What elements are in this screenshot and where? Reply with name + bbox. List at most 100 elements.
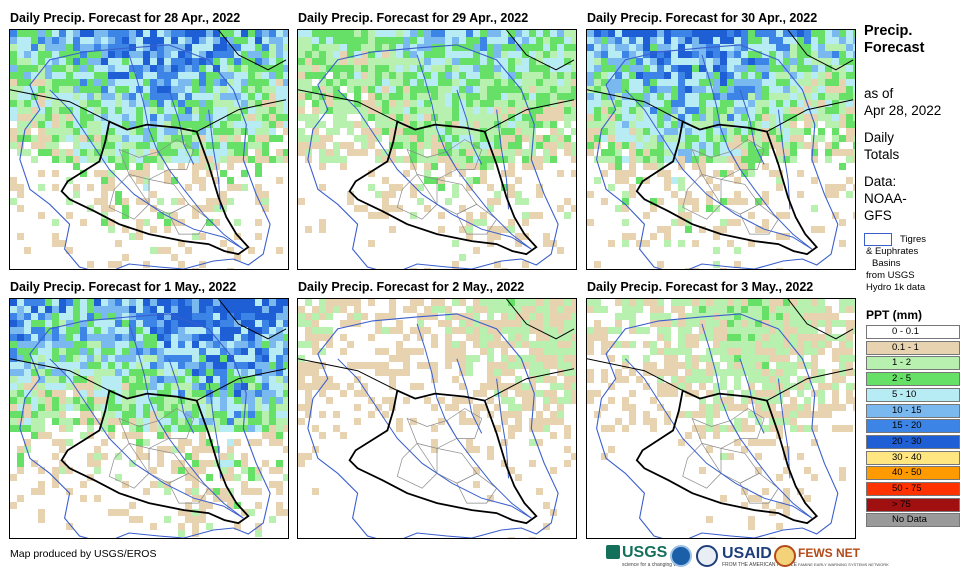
precip-cell [748, 30, 755, 37]
forecast-map-4-svg [10, 299, 288, 538]
precip-cell [326, 306, 333, 313]
precip-cell [515, 86, 522, 93]
precip-cell [671, 93, 678, 100]
precip-cell [720, 51, 727, 58]
precip-cell [501, 355, 508, 362]
precip-cell [87, 261, 94, 268]
precip-cell [389, 30, 396, 37]
precip-cell [234, 219, 241, 226]
precip-cell [185, 100, 192, 107]
precip-cell [347, 191, 354, 198]
precip-cell [734, 163, 741, 170]
precip-cell [10, 114, 17, 121]
precip-cell [417, 149, 424, 156]
precip-cell [171, 411, 178, 418]
precip-cell [522, 261, 529, 268]
precip-cell [629, 44, 636, 51]
precip-cell [213, 156, 220, 163]
precip-cell [375, 100, 382, 107]
precip-cell [550, 390, 557, 397]
precip-cell [87, 44, 94, 51]
precip-cell [255, 439, 262, 446]
precip-cell [375, 121, 382, 128]
precip-cell [615, 79, 622, 86]
precip-cell [487, 334, 494, 341]
precip-cell [276, 93, 283, 100]
precip-cell [571, 93, 576, 100]
precip-cell [52, 79, 59, 86]
precip-cell [24, 383, 31, 390]
precip-cell [305, 93, 312, 100]
precip-cell [389, 135, 396, 142]
precip-cell [101, 58, 108, 65]
basin-note-line2: & Euphrates [866, 246, 919, 257]
precip-cell [825, 327, 832, 334]
precip-cell [501, 383, 508, 390]
precip-cell [143, 58, 150, 65]
precip-cell [375, 86, 382, 93]
precip-cell [818, 334, 825, 341]
precip-cell [699, 37, 706, 44]
precip-cell [804, 362, 811, 369]
precip-cell [255, 107, 262, 114]
precip-cell [59, 121, 66, 128]
precip-cell [699, 163, 706, 170]
precip-cell [853, 128, 855, 135]
precip-cell [164, 79, 171, 86]
precip-cell [73, 93, 80, 100]
precip-cell [508, 170, 515, 177]
precip-cell [501, 170, 508, 177]
precip-cell [825, 334, 832, 341]
precip-cell [508, 226, 515, 233]
precip-cell [319, 121, 326, 128]
precip-cell [508, 135, 515, 142]
precip-cell [227, 114, 234, 121]
precip-cell [650, 348, 657, 355]
precip-cell [643, 212, 650, 219]
precip-cell [213, 30, 220, 37]
precip-cell [550, 121, 557, 128]
precip-cell [66, 37, 73, 44]
precip-cell [192, 369, 199, 376]
precip-cell [66, 198, 73, 205]
precip-cell [643, 93, 650, 100]
precip-cell [396, 355, 403, 362]
precip-cell [206, 306, 213, 313]
precip-cell [108, 369, 115, 376]
precip-cell [431, 404, 438, 411]
precip-cell [354, 65, 361, 72]
precip-cell [143, 177, 150, 184]
precip-cell [804, 376, 811, 383]
precip-cell [150, 93, 157, 100]
precip-cell [557, 306, 564, 313]
precip-cell [410, 212, 417, 219]
precip-cell [375, 369, 382, 376]
precip-cell [101, 327, 108, 334]
precip-cell [368, 58, 375, 65]
forecast-map-3 [586, 29, 856, 270]
precip-cell [185, 474, 192, 481]
precip-cell [508, 299, 515, 306]
precip-cell [564, 58, 571, 65]
precip-cell [685, 86, 692, 93]
precip-cell [375, 44, 382, 51]
precip-cell [853, 327, 855, 334]
precip-cell [431, 341, 438, 348]
precip-cell [804, 37, 811, 44]
precip-cell [811, 100, 818, 107]
precip-cell [66, 51, 73, 58]
precip-cell [199, 334, 206, 341]
precip-cell [755, 114, 762, 121]
precip-cell [108, 107, 115, 114]
precip-cell [734, 404, 741, 411]
precip-cell [227, 341, 234, 348]
precip-cell [811, 107, 818, 114]
precip-cell [466, 37, 473, 44]
precip-cell [305, 37, 312, 44]
precip-cell [31, 142, 38, 149]
precip-cell [368, 362, 375, 369]
precip-cell [515, 418, 522, 425]
precip-cell [269, 114, 276, 121]
precip-cell [45, 44, 52, 51]
precip-cell [776, 37, 783, 44]
